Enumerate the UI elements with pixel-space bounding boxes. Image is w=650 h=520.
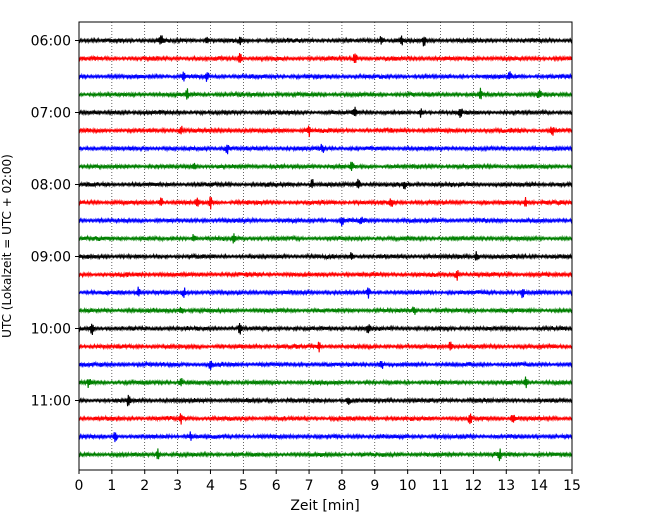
trace-0 [78, 35, 573, 47]
trace-6 [78, 143, 573, 155]
trace-8 [78, 178, 573, 190]
trace-17 [78, 341, 573, 353]
y-tick-label: 10:00 [31, 322, 71, 338]
trace-14 [78, 286, 573, 299]
x-tick-label: 2 [140, 478, 149, 494]
trace-19 [78, 376, 573, 389]
trace-16 [78, 323, 573, 335]
trace-13 [78, 270, 573, 281]
y-tick-label: 11:00 [31, 394, 71, 410]
trace-21 [78, 413, 573, 425]
x-tick-label: 8 [337, 478, 346, 494]
trace-1 [78, 53, 573, 64]
x-tick-label: 13 [497, 478, 515, 494]
grid [111, 22, 540, 470]
trace-7 [78, 161, 573, 171]
x-axis: 0 1 2 3 4 5 6 7 8 9 10 11 12 13 14 15 [75, 470, 581, 494]
trace-3 [78, 87, 573, 100]
x-tick-label: 12 [464, 478, 482, 494]
y-tick-label: 09:00 [31, 250, 71, 266]
trace-9 [78, 196, 573, 210]
trace-12 [78, 251, 573, 261]
x-tick-label: 11 [432, 478, 450, 494]
x-axis-label: Zeit [min] [290, 498, 359, 514]
x-tick-label: 10 [399, 478, 417, 494]
trace-4 [78, 106, 573, 118]
trace-2 [78, 71, 573, 82]
x-tick-label: 7 [305, 478, 314, 494]
x-tick-label: 15 [563, 478, 581, 494]
y-axis: 06:00 07:00 08:00 09:00 10:00 11:00 [31, 34, 79, 410]
trace-10 [78, 216, 573, 227]
trace-11 [78, 233, 573, 244]
trace-15 [78, 306, 573, 315]
trace-20 [78, 394, 573, 407]
y-axis-label: UTC (Lokalzeit = UTC + 02:00) [0, 154, 14, 338]
y-tick-label: 06:00 [31, 34, 71, 50]
seismogram-traces [78, 35, 573, 462]
x-tick-label: 0 [75, 478, 84, 494]
y-tick-label: 07:00 [31, 106, 71, 122]
x-tick-label: 9 [370, 478, 379, 494]
x-tick-label: 5 [239, 478, 248, 494]
y-tick-label: 08:00 [31, 178, 71, 194]
x-tick-label: 14 [530, 478, 548, 494]
plot-frame [78, 21, 573, 471]
trace-23 [78, 448, 573, 462]
trace-18 [78, 360, 573, 370]
x-tick-label: 6 [272, 478, 281, 494]
x-tick-label: 1 [107, 478, 116, 494]
trace-5 [78, 125, 573, 138]
x-tick-label: 4 [206, 478, 215, 494]
trace-22 [78, 431, 573, 443]
x-tick-label: 3 [173, 478, 182, 494]
